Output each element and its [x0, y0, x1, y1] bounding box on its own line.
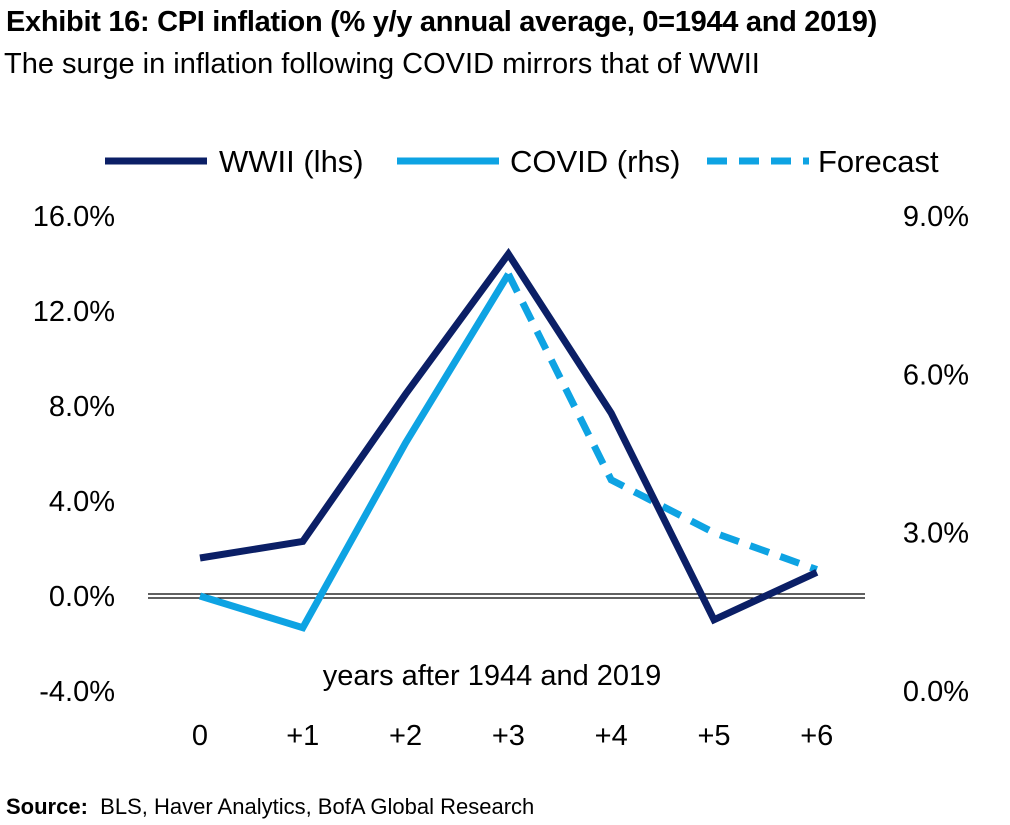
- left-tick-label: 0.0%: [49, 581, 115, 613]
- x-tick-label: +3: [492, 720, 525, 752]
- right-tick-label: 6.0%: [903, 359, 969, 391]
- x-tick-label: +1: [286, 720, 319, 752]
- series-line-forecast: [505, 272, 818, 573]
- legend-label-forecast: Forecast: [818, 144, 939, 179]
- source-text: BLS, Haver Analytics, BofA Global Resear…: [100, 794, 535, 819]
- x-axis: 0 +1 +2 +3 +4 +5 +6: [192, 720, 833, 752]
- x-tick-label: 0: [192, 720, 208, 752]
- right-tick-label: 0.0%: [903, 676, 969, 708]
- source-note: Source: BLS, Haver Analytics, BofA Globa…: [6, 794, 534, 820]
- legend-label-covid-rhs: COVID (rhs): [510, 144, 681, 179]
- right-tick-label: 3.0%: [903, 518, 969, 550]
- series-line-wwii-lhs: [199, 247, 819, 625]
- line-chart: WWII (lhs) COVID (rhs) Forecast -4.0% 0.0% 4…: [33, 144, 969, 752]
- zero-line: [148, 593, 865, 599]
- chart-title: Exhibit 16: CPI inflation (% y/y annual …: [6, 6, 877, 38]
- x-axis-label: years after 1944 and 2019: [323, 660, 662, 692]
- series-line-covid-rhs: [198, 272, 512, 632]
- x-tick-label: +2: [389, 720, 422, 752]
- legend-label-wwii-lhs: WWII (lhs): [219, 144, 364, 179]
- left-tick-label: 12.0%: [33, 296, 115, 328]
- left-tick-label: 16.0%: [33, 201, 115, 233]
- x-tick-label: +6: [800, 720, 833, 752]
- left-tick-label: -4.0%: [39, 676, 115, 708]
- x-tick-label: +4: [595, 720, 628, 752]
- right-tick-label: 9.0%: [903, 201, 969, 233]
- legend: WWII (lhs) COVID (rhs) Forecast: [105, 144, 939, 179]
- left-axis: -4.0% 0.0% 4.0% 8.0% 12.0% 16.0%: [33, 201, 115, 708]
- series-layer: [198, 247, 819, 632]
- left-tick-label: 8.0%: [49, 391, 115, 423]
- right-axis: 0.0% 3.0% 6.0% 9.0%: [903, 201, 969, 708]
- chart-subtitle: The surge in inflation following COVID m…: [4, 48, 760, 80]
- x-tick-label: +5: [697, 720, 730, 752]
- source-label: Source:: [6, 794, 88, 819]
- left-tick-label: 4.0%: [49, 486, 115, 518]
